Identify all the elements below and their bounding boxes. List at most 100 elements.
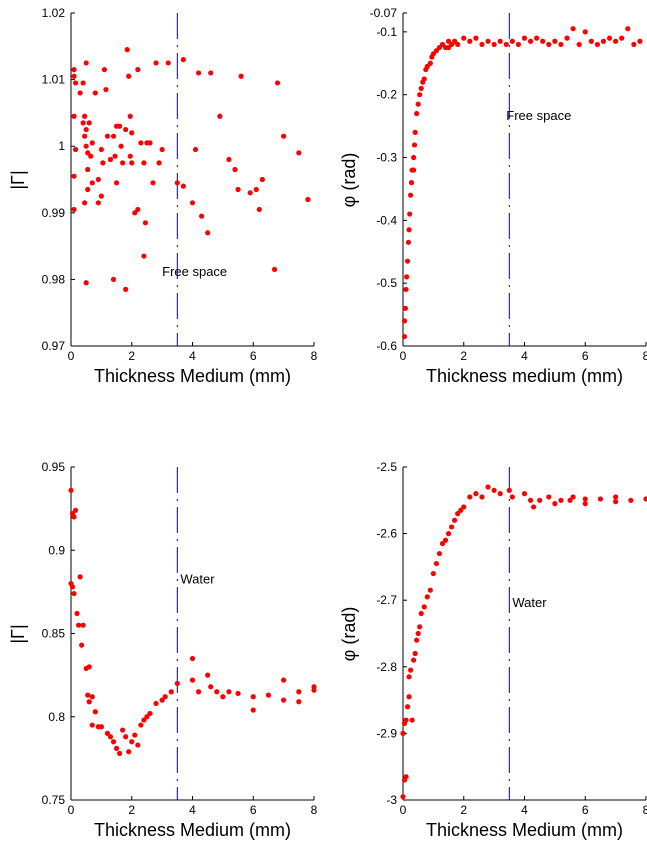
data-point bbox=[256, 206, 262, 213]
data-point bbox=[515, 41, 522, 48]
y-tick-label: -0.6 bbox=[376, 339, 397, 353]
x-tick-label: 2 bbox=[128, 803, 135, 817]
data-point bbox=[436, 550, 443, 557]
data-point bbox=[458, 507, 464, 513]
data-point bbox=[129, 130, 135, 136]
x-tick-label: 4 bbox=[521, 803, 528, 817]
data-point bbox=[69, 584, 76, 590]
data-point bbox=[101, 67, 108, 73]
data-point bbox=[156, 160, 162, 166]
data-point bbox=[80, 80, 86, 86]
x-tick-label: 8 bbox=[643, 803, 647, 817]
data-point bbox=[89, 180, 95, 186]
data-point bbox=[135, 67, 141, 73]
data-point bbox=[401, 318, 408, 324]
data-point bbox=[546, 494, 552, 500]
data-point bbox=[83, 143, 89, 149]
data-point bbox=[124, 47, 130, 53]
data-point bbox=[455, 41, 461, 48]
data-point bbox=[104, 133, 111, 139]
data-point bbox=[534, 35, 540, 41]
data-point bbox=[403, 774, 409, 780]
data-point bbox=[141, 160, 147, 166]
data-point bbox=[404, 258, 411, 264]
data-point bbox=[189, 677, 196, 683]
data-point bbox=[98, 193, 104, 199]
data-point bbox=[153, 700, 159, 707]
data-point bbox=[95, 200, 101, 206]
data-point bbox=[613, 494, 619, 500]
data-point bbox=[107, 156, 114, 163]
y-tick-label: 0.98 bbox=[42, 272, 66, 286]
data-point bbox=[123, 734, 129, 740]
data-point bbox=[98, 724, 104, 730]
data-point bbox=[582, 496, 588, 502]
data-point bbox=[537, 497, 543, 503]
data-point bbox=[85, 166, 91, 173]
data-point bbox=[600, 38, 607, 44]
annotation-label: Free space bbox=[162, 264, 227, 279]
data-point bbox=[82, 133, 88, 139]
data-point bbox=[80, 120, 86, 126]
data-point bbox=[637, 38, 643, 44]
data-point bbox=[417, 92, 423, 98]
data-point bbox=[110, 133, 117, 139]
data-point bbox=[582, 501, 588, 507]
x-tick-label: 0 bbox=[400, 349, 407, 363]
data-point bbox=[79, 642, 85, 648]
x-axis-label: Thickness Medium (mm) bbox=[426, 820, 623, 840]
data-point bbox=[82, 200, 88, 206]
data-point bbox=[120, 727, 126, 733]
data-point bbox=[449, 524, 455, 530]
annotation-label: Free space bbox=[506, 108, 571, 123]
data-point bbox=[92, 90, 98, 96]
y-axis-label: |Γ| bbox=[8, 624, 28, 643]
data-point bbox=[129, 739, 135, 745]
x-tick-label: 6 bbox=[250, 349, 257, 363]
data-point bbox=[232, 166, 238, 173]
y-tick-label: 0.9 bbox=[48, 543, 65, 557]
data-point bbox=[174, 180, 180, 186]
data-point bbox=[473, 491, 479, 497]
data-point bbox=[220, 694, 226, 700]
data-point bbox=[208, 684, 214, 690]
data-point bbox=[558, 41, 564, 48]
data-point bbox=[406, 227, 412, 233]
data-point bbox=[107, 734, 114, 740]
data-point bbox=[217, 113, 223, 119]
data-point bbox=[582, 29, 588, 35]
x-tick-label: 0 bbox=[68, 803, 75, 817]
data-point bbox=[71, 514, 77, 520]
data-point bbox=[281, 697, 287, 703]
data-point bbox=[404, 704, 411, 710]
data-point bbox=[567, 497, 573, 503]
y-tick-label: 0.97 bbox=[42, 339, 66, 353]
y-axis-label: |Γ| bbox=[8, 170, 28, 189]
data-point bbox=[406, 694, 412, 700]
data-point bbox=[409, 717, 415, 723]
x-axis-label: Thickness Medium (mm) bbox=[94, 366, 291, 386]
data-point bbox=[250, 707, 256, 713]
data-point bbox=[509, 38, 515, 44]
data-point bbox=[406, 674, 412, 680]
y-axis-label: φ (rad) bbox=[339, 607, 359, 662]
data-point bbox=[117, 750, 123, 756]
data-point bbox=[412, 129, 418, 135]
data-point bbox=[497, 38, 503, 44]
y-tick-label: 0.85 bbox=[42, 627, 66, 641]
data-point bbox=[417, 624, 423, 630]
chart-panel-1: 0 2 4 6 8 0.97 0.98 0.99 1 1.01 1.02 Free space Thic… bbox=[8, 6, 318, 386]
data-point bbox=[72, 80, 79, 86]
data-point bbox=[205, 230, 211, 236]
y-tick-label: -0.4 bbox=[376, 213, 397, 227]
data-point bbox=[147, 710, 153, 717]
x-tick-label: 0 bbox=[68, 349, 75, 363]
data-point bbox=[82, 113, 88, 119]
x-tick-label: 6 bbox=[250, 803, 257, 817]
x-axis-label: Thickness Medium (mm) bbox=[94, 820, 291, 840]
data-point bbox=[461, 35, 467, 41]
data-point bbox=[619, 35, 625, 41]
data-point bbox=[274, 80, 281, 86]
x-tick-label: 6 bbox=[582, 803, 589, 817]
data-point bbox=[86, 120, 92, 126]
